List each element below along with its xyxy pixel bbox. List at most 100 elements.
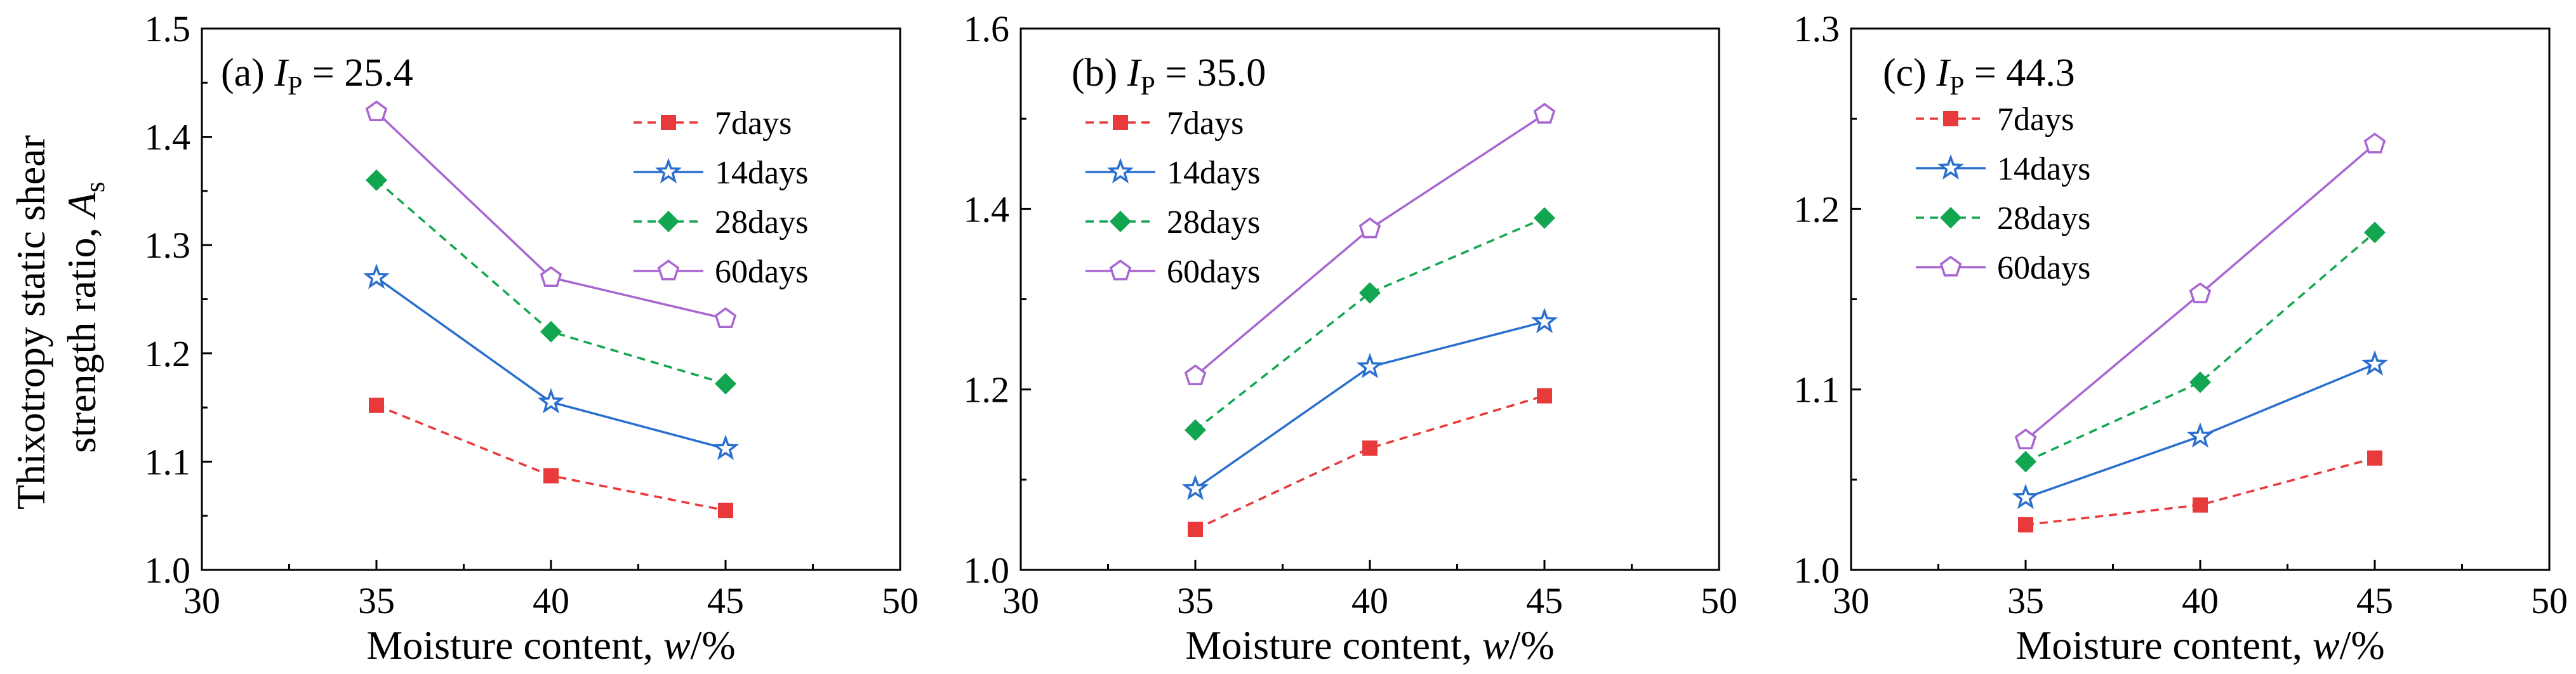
series-line-60days bbox=[1194, 113, 1545, 377]
y-tick-label: 1.3 bbox=[1794, 8, 1840, 50]
series-line-14days bbox=[1194, 320, 1545, 490]
series-line-7days bbox=[2025, 457, 2375, 526]
series-28days bbox=[1185, 207, 1555, 441]
panel-label: (a) IP = 25.4 bbox=[221, 51, 413, 101]
data-point-60days bbox=[1358, 217, 1381, 239]
series-14days bbox=[2012, 350, 2389, 510]
x-tick-label: 45 bbox=[1526, 580, 1563, 621]
data-point-14days bbox=[2361, 350, 2389, 376]
x-tick-label: 45 bbox=[707, 580, 744, 621]
chart-panel-a: 30 35 40 45 50 1.0 1.1 1.2 1.3 1.4 1.5 Moisture con… bbox=[145, 8, 919, 668]
data-point-60days bbox=[540, 266, 562, 287]
y-tick-label: 1.1 bbox=[145, 441, 191, 482]
data-point-28days bbox=[1185, 419, 1206, 441]
legend-label-14days: 14days bbox=[715, 155, 808, 191]
data-point-7days bbox=[1362, 440, 1378, 456]
data-point-28days bbox=[715, 373, 736, 395]
series-7days bbox=[369, 397, 733, 519]
legend: 7days 14days 28days 60days bbox=[634, 105, 808, 290]
legend-marker-14days bbox=[1106, 157, 1134, 183]
series-60days bbox=[1184, 102, 1556, 386]
x-tick-label: 50 bbox=[1701, 580, 1737, 621]
data-point-28days bbox=[1359, 282, 1381, 304]
data-point-28days bbox=[2364, 221, 2386, 244]
series-line-7days bbox=[376, 404, 726, 512]
data-point-14days bbox=[537, 388, 565, 414]
legend-marker-7days bbox=[661, 115, 676, 130]
legend: 7days 14days 28days 60days bbox=[1086, 105, 1260, 290]
y-axis-title-line2: strength ratio, As bbox=[59, 182, 110, 453]
data-point-7days bbox=[1537, 388, 1552, 404]
legend-marker-60days bbox=[1939, 255, 1962, 277]
series-14days bbox=[362, 263, 740, 460]
legend-marker-60days bbox=[657, 259, 680, 281]
data-point-60days bbox=[365, 100, 388, 122]
data-point-60days bbox=[2014, 428, 2037, 449]
y-tick-label: 1.0 bbox=[964, 550, 1010, 591]
data-point-7days bbox=[1188, 522, 1203, 538]
x-axis-title: Moisture content, w/% bbox=[366, 623, 735, 668]
data-point-7days bbox=[2367, 450, 2382, 466]
data-point-28days bbox=[540, 320, 562, 343]
y-tick-label: 1.5 bbox=[145, 8, 191, 50]
legend-marker-60days bbox=[1109, 259, 1132, 281]
data-point-14days bbox=[1530, 307, 1558, 333]
legend-label-7days: 7days bbox=[1167, 105, 1244, 142]
legend-label-28days: 28days bbox=[1997, 201, 2090, 237]
x-axis-title: Moisture content, w/% bbox=[1185, 623, 1554, 668]
legend-marker-7days bbox=[1113, 115, 1128, 130]
series-line-7days bbox=[1195, 394, 1545, 531]
x-tick-label: 40 bbox=[1351, 580, 1388, 621]
data-point-7days bbox=[2193, 497, 2208, 513]
legend-label-60days: 60days bbox=[1997, 250, 2090, 286]
panel-label: (b) IP = 35.0 bbox=[1072, 51, 1266, 101]
series-60days bbox=[2014, 132, 2386, 449]
legend-label-14days: 14days bbox=[1997, 151, 2090, 187]
legend-marker-28days bbox=[658, 211, 679, 232]
series-60days bbox=[365, 100, 737, 328]
x-tick-label: 30 bbox=[183, 580, 220, 621]
legend-marker-14days bbox=[654, 157, 682, 183]
data-point-14days bbox=[1181, 474, 1209, 500]
data-point-14days bbox=[1356, 352, 1384, 379]
y-tick-label: 1.1 bbox=[1794, 369, 1840, 411]
data-point-7days bbox=[2018, 517, 2033, 532]
series-28days bbox=[2015, 221, 2386, 473]
data-point-60days bbox=[714, 307, 737, 328]
x-tick-label: 35 bbox=[358, 580, 395, 621]
legend-label-28days: 28days bbox=[1167, 204, 1260, 241]
series-7days bbox=[2018, 450, 2382, 532]
legend-marker-28days bbox=[1110, 211, 1131, 232]
legend-label-60days: 60days bbox=[715, 254, 808, 290]
x-axis-title: Moisture content, w/% bbox=[2015, 623, 2384, 668]
data-point-60days bbox=[1184, 364, 1207, 386]
data-point-14days bbox=[712, 434, 740, 460]
data-point-28days bbox=[366, 169, 387, 191]
series-line-60days bbox=[375, 111, 726, 320]
legend-marker-7days bbox=[1943, 111, 1958, 126]
legend-label-28days: 28days bbox=[715, 204, 808, 241]
y-tick-label: 1.2 bbox=[145, 333, 191, 374]
series-line-14days bbox=[375, 276, 726, 450]
series-28days bbox=[366, 169, 736, 395]
y-axis-title: Thixotropy static shear strength ratio, … bbox=[8, 125, 110, 510]
legend: 7days 14days 28days 60days bbox=[1916, 102, 2090, 286]
x-tick-label: 30 bbox=[1002, 580, 1039, 621]
series-line-28days bbox=[2025, 231, 2376, 463]
x-tick-label: 45 bbox=[2356, 580, 2393, 621]
data-point-7days bbox=[369, 397, 384, 413]
x-tick-label: 40 bbox=[2182, 580, 2219, 621]
y-tick-label: 1.6 bbox=[964, 8, 1010, 50]
data-point-28days bbox=[2189, 371, 2211, 393]
series-7days bbox=[1188, 388, 1552, 538]
chart-panel-b: 30 35 40 45 50 1.0 1.2 1.4 1.6 Moisture content, … bbox=[964, 8, 1738, 668]
series-14days bbox=[1181, 307, 1558, 500]
data-point-14days bbox=[362, 263, 390, 289]
x-tick-label: 35 bbox=[1177, 580, 1214, 621]
y-axis-title-line1: Thixotropy static shear bbox=[8, 135, 53, 510]
x-tick-label: 50 bbox=[882, 580, 919, 621]
series-line-28days bbox=[1194, 216, 1545, 431]
legend-label-7days: 7days bbox=[715, 105, 792, 142]
legend-label-7days: 7days bbox=[1997, 102, 2074, 138]
